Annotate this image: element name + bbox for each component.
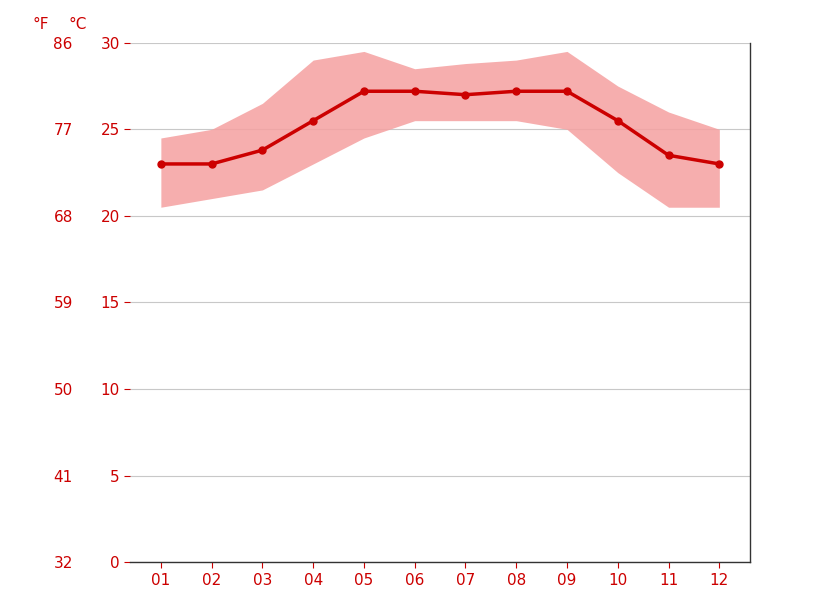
Text: °C: °C <box>68 17 87 32</box>
Text: °F: °F <box>33 17 49 32</box>
